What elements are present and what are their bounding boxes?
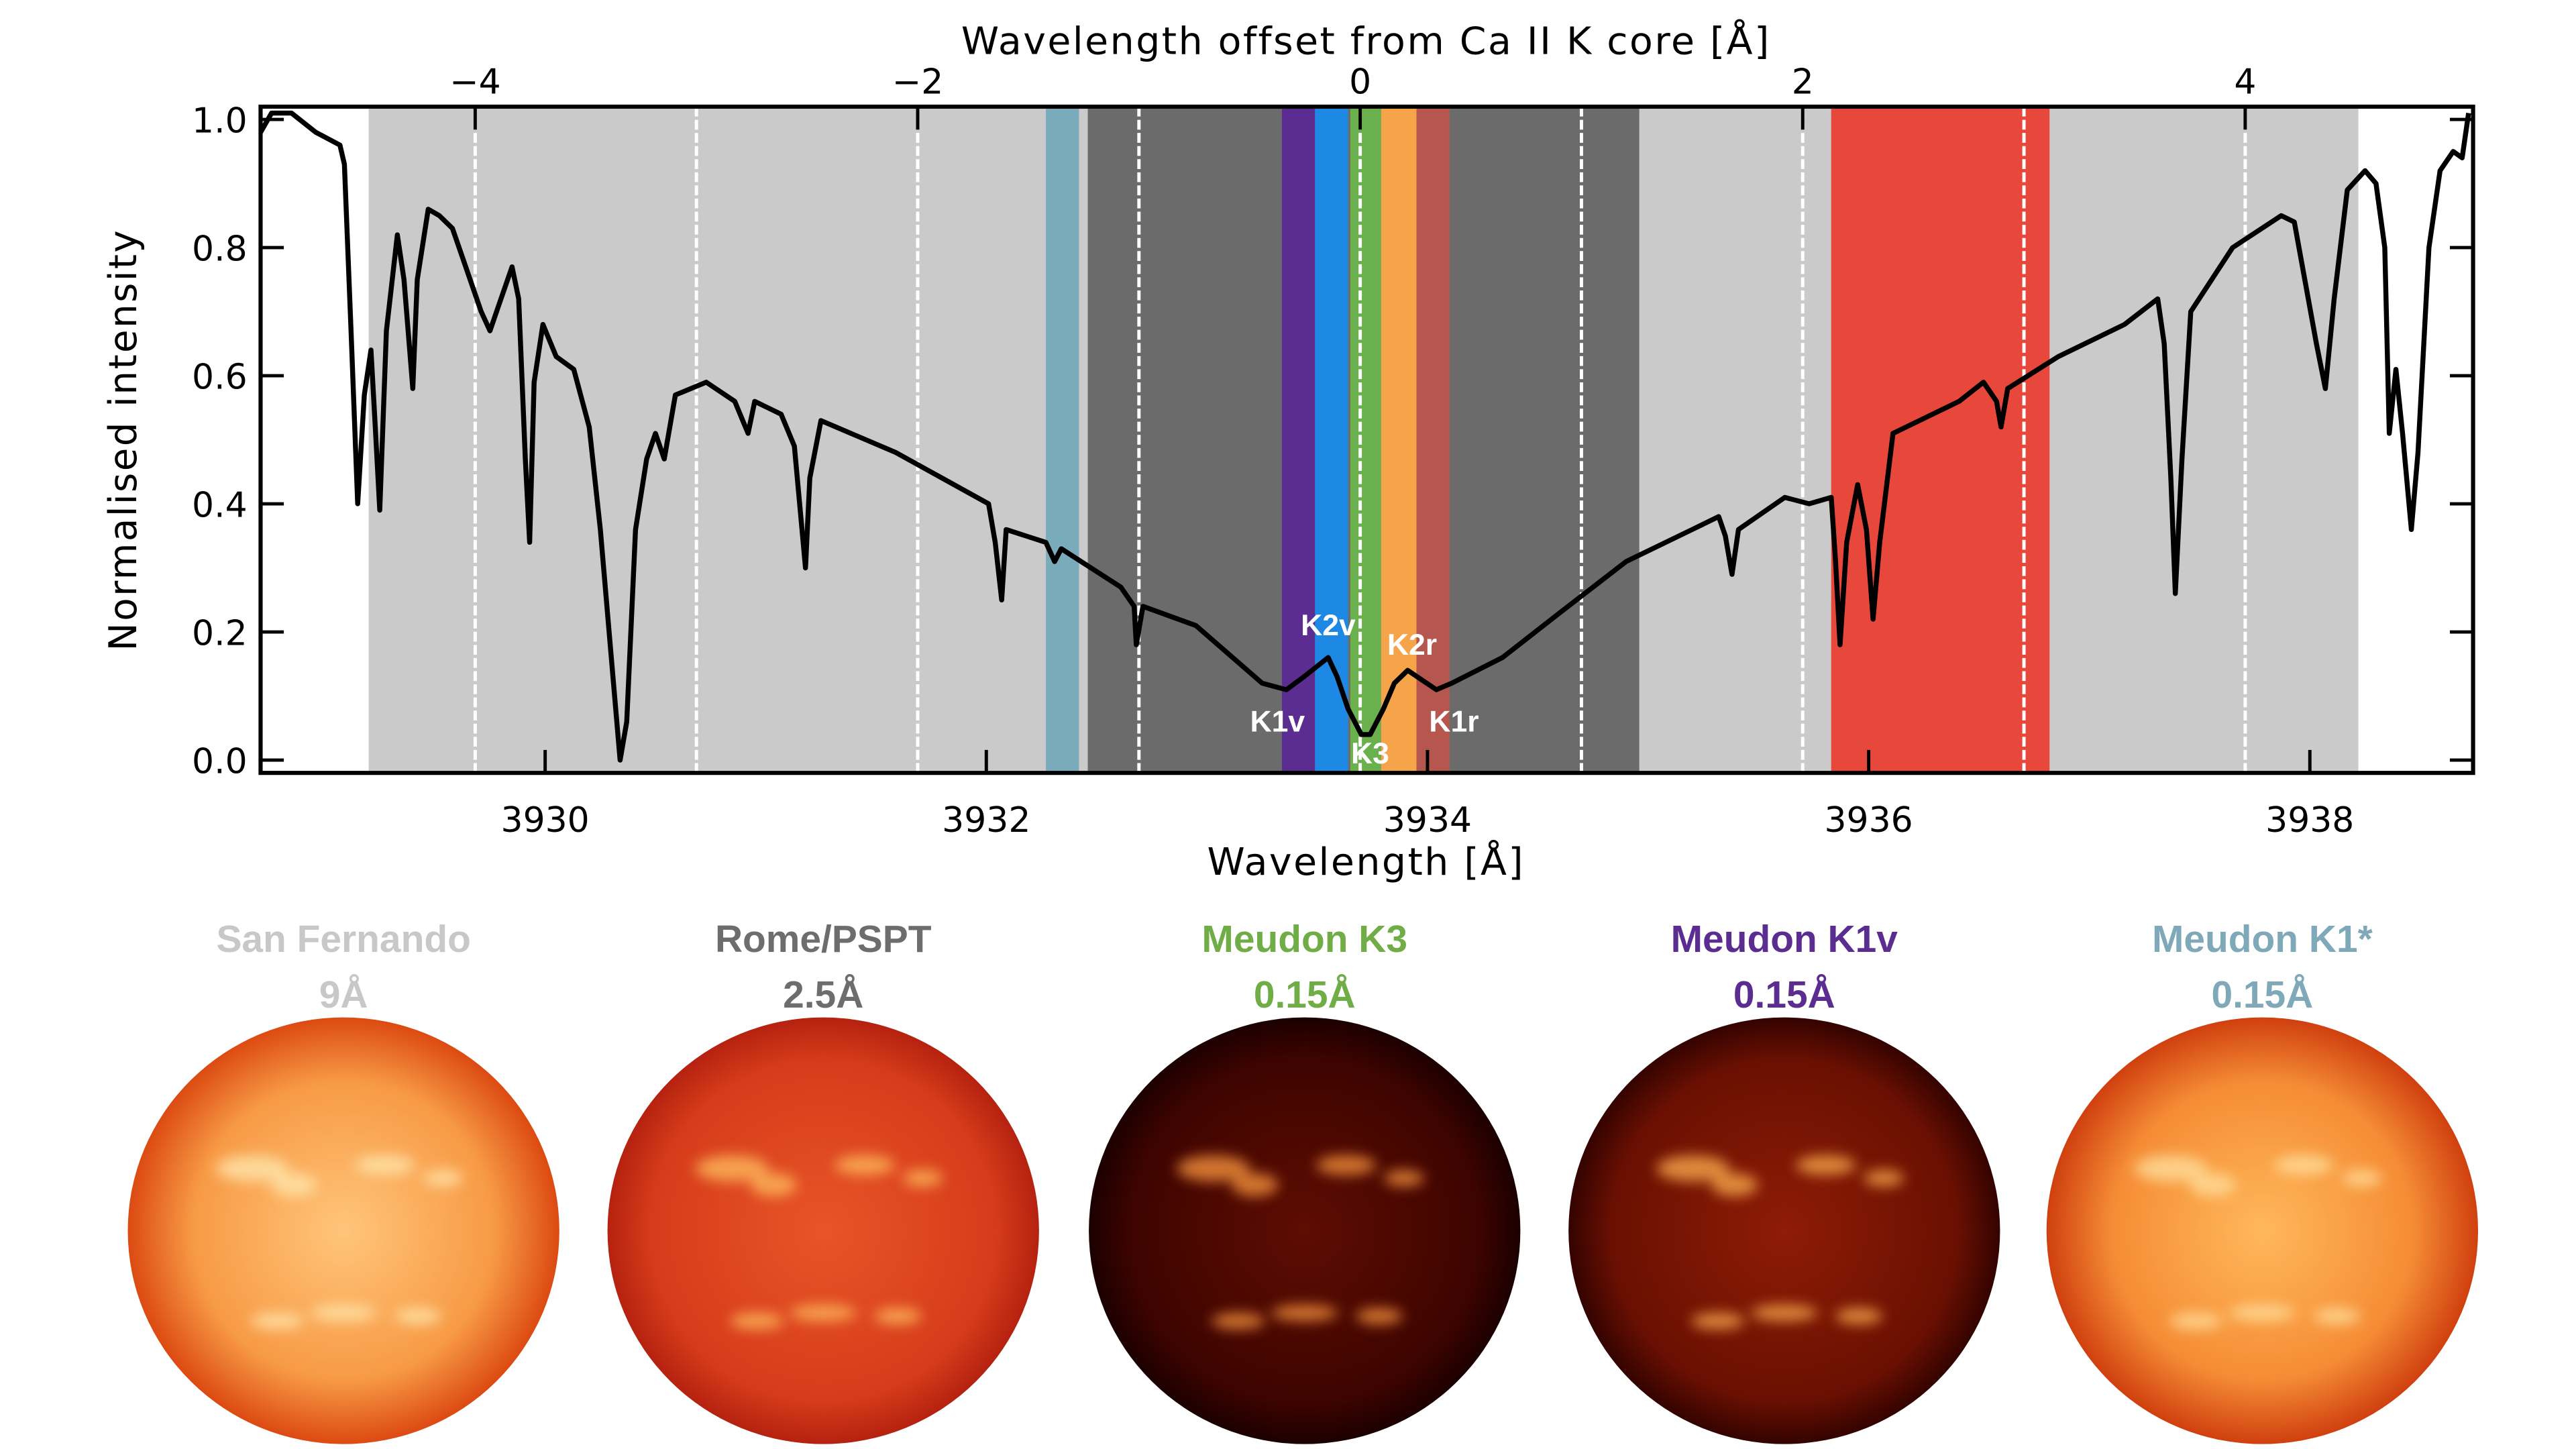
- wavelength-band: [1831, 107, 2050, 773]
- axes-frame: [258, 104, 2475, 775]
- plot-area: K1v K2v K3 K2r K1r 0.0 0.2 0.4 0.6 0.8 1.0 3930 3932…: [192, 62, 2475, 841]
- plage: [270, 1173, 317, 1197]
- sun-disk: [607, 1017, 1039, 1444]
- band-label: K2v: [1301, 609, 1356, 642]
- panel-name: Rome/PSPT: [715, 918, 932, 960]
- y-tick-label: 0.6: [192, 358, 248, 398]
- panel-width: 9Å: [319, 973, 368, 1016]
- plage: [1711, 1173, 1758, 1197]
- plage: [1316, 1155, 1377, 1175]
- panel-width: 0.15Å: [1254, 973, 1356, 1016]
- x-tick-label: 3934: [1383, 800, 1472, 841]
- x2-tick-label: −2: [892, 62, 944, 103]
- plage: [2189, 1173, 2236, 1197]
- plage: [790, 1304, 857, 1322]
- x-tick-label: 3936: [1825, 800, 1913, 841]
- plage: [250, 1312, 304, 1330]
- plage: [1271, 1304, 1338, 1322]
- plage: [2229, 1304, 2296, 1322]
- plage: [1656, 1155, 1730, 1182]
- y-tick-label: 0.4: [192, 486, 248, 526]
- x2-tick-label: 0: [1349, 62, 1371, 103]
- plage: [2342, 1170, 2382, 1187]
- panel-width: 0.15Å: [2211, 973, 2313, 1016]
- plage: [1691, 1312, 1745, 1330]
- band-label: K1v: [1250, 706, 1305, 739]
- sun-panels: San Fernando 9Å Rome/PSPT 2.5Å Meudon K3 0.15…: [127, 918, 2479, 1444]
- x-tick-label: 3938: [2265, 800, 2354, 841]
- plage-group: [215, 1155, 464, 1330]
- plage: [1177, 1155, 1250, 1182]
- panel-width: 0.15Å: [1733, 973, 1835, 1016]
- plage: [1751, 1304, 1818, 1322]
- x-axis-title: Wavelength [Å]: [1207, 839, 1525, 884]
- plage: [2134, 1155, 2208, 1182]
- plage: [1231, 1173, 1279, 1197]
- plage: [394, 1307, 442, 1325]
- sun-disk: [127, 1017, 559, 1444]
- sun-disk: [1568, 1017, 2000, 1444]
- plage: [2273, 1155, 2334, 1175]
- x-tick-label: 3932: [942, 800, 1030, 841]
- panel-name: Meudon K1v: [1671, 918, 1898, 960]
- x-tick-label: 3930: [501, 800, 590, 841]
- panel-name: Meudon K1*: [2152, 918, 2373, 960]
- plage: [874, 1307, 922, 1325]
- plage: [902, 1170, 943, 1187]
- plage-group: [2134, 1155, 2382, 1330]
- plage: [423, 1170, 464, 1187]
- plage: [215, 1155, 289, 1182]
- plage: [1864, 1170, 1904, 1187]
- wavelength-band: [1350, 107, 1381, 773]
- plage-group: [1177, 1155, 1424, 1330]
- band-label: K3: [1351, 737, 1389, 770]
- plage-group: [1656, 1155, 1904, 1330]
- x2-tick-label: 2: [1792, 62, 1814, 103]
- plage: [2314, 1307, 2361, 1325]
- plage: [1384, 1170, 1424, 1187]
- plage: [310, 1304, 377, 1322]
- plage: [2169, 1312, 2222, 1330]
- panel-name: San Fernando: [216, 918, 470, 960]
- panel-width: 2.5Å: [783, 973, 863, 1016]
- plage-group: [695, 1155, 943, 1330]
- band-label: K1r: [1429, 706, 1479, 739]
- plage: [835, 1155, 895, 1175]
- x2-axis-title: Wavelength offset from Ca II K core [Å]: [961, 18, 1771, 64]
- wavelength-band: [1416, 107, 1450, 773]
- x2-tick-label: −4: [449, 62, 501, 103]
- sun-disk: [1089, 1017, 1521, 1444]
- band-label: K2r: [1387, 629, 1437, 661]
- y-tick-label: 0.8: [192, 229, 248, 270]
- spectrum-line: [258, 110, 2471, 763]
- wavelength-band: [1281, 107, 1316, 773]
- plage: [1212, 1312, 1265, 1330]
- panel-name: Meudon K3: [1201, 918, 1407, 960]
- y-tick-label: 0.2: [192, 614, 248, 654]
- y-tick-label: 1.0: [192, 101, 248, 142]
- wavelength-band: [1381, 107, 1417, 773]
- plage: [1835, 1307, 1882, 1325]
- plage: [730, 1312, 784, 1330]
- plage: [1356, 1307, 1403, 1325]
- wavelength-band: [1046, 107, 1079, 773]
- sun-disk: [2046, 1017, 2479, 1444]
- plage: [1796, 1155, 1856, 1175]
- plage: [750, 1173, 797, 1197]
- wavelength-band: [1315, 107, 1348, 773]
- y-axis-title: Normalised intensity: [101, 229, 146, 651]
- plage: [695, 1155, 769, 1182]
- y-tick-label: 0.0: [192, 742, 248, 782]
- plage: [355, 1155, 415, 1175]
- x2-tick-label: 4: [2234, 62, 2256, 103]
